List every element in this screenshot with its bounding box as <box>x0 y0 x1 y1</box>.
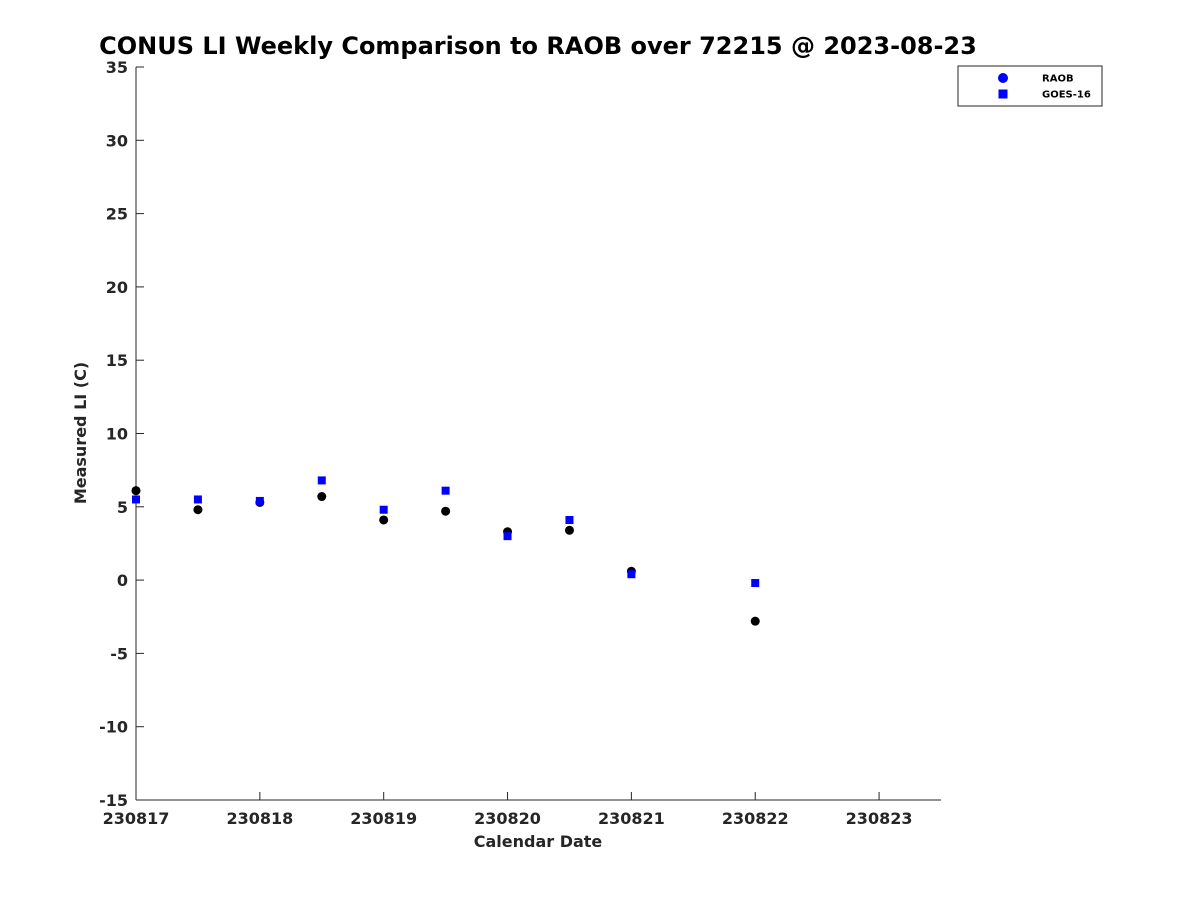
x-ticks: 230817 230818 230819 230820 230821 230822 2308… <box>103 792 913 828</box>
goes16-point <box>317 476 326 485</box>
raob-point <box>379 515 389 525</box>
legend-raob-label: RAOB <box>1042 74 1074 85</box>
series-raob <box>131 486 760 626</box>
goes16-point <box>132 495 140 504</box>
series-layer <box>131 476 760 626</box>
legend-raob-marker <box>998 73 1008 83</box>
plot-area: 230817 230818 230819 230820 230821 230822 2308… <box>99 58 941 828</box>
y-tick-label: 35 <box>106 58 128 77</box>
raob-point <box>564 525 574 535</box>
goes16-point <box>193 495 202 504</box>
x-tick-label: 230821 <box>598 809 665 828</box>
raob-point <box>193 505 203 515</box>
goes16-point <box>751 579 760 588</box>
x-tick-label: 230819 <box>350 809 417 828</box>
legend-goes16-marker <box>998 89 1008 99</box>
series-goes-16 <box>132 476 760 588</box>
legend-goes16-label: GOES-16 <box>1042 90 1091 101</box>
legend-box <box>957 65 1103 107</box>
goes16-point <box>565 515 574 524</box>
y-axis-label: Measured LI (C) <box>71 362 90 504</box>
legend: RAOB GOES-16 <box>957 65 1103 107</box>
y-tick-label: 5 <box>117 498 128 517</box>
y-ticks: 35 30 25 20 15 10 5 0 -5 -10 -15 <box>99 58 144 810</box>
x-axis-label: Calendar Date <box>474 832 603 851</box>
goes16-point <box>379 505 388 514</box>
raob-point <box>131 486 141 496</box>
x-tick-label: 230822 <box>722 809 789 828</box>
raob-point <box>750 616 760 626</box>
y-tick-label: 10 <box>106 425 128 444</box>
raob-point <box>317 492 327 502</box>
raob-point <box>441 506 451 516</box>
y-tick-label: 15 <box>106 351 128 370</box>
goes16-point <box>503 532 512 541</box>
goes16-point <box>255 496 264 505</box>
y-tick-label: 25 <box>106 205 128 224</box>
goes16-point <box>441 486 450 495</box>
x-tick-label: 230818 <box>226 809 293 828</box>
y-tick-label: -5 <box>110 644 128 663</box>
chart-title: CONUS LI Weekly Comparison to RAOB over … <box>99 32 977 60</box>
goes16-point <box>627 570 636 579</box>
x-tick-label: 230823 <box>846 809 913 828</box>
y-tick-label: 30 <box>106 131 128 150</box>
x-tick-label: 230817 <box>103 809 170 828</box>
y-tick-label: -10 <box>99 718 128 737</box>
y-tick-label: -15 <box>99 791 128 810</box>
y-tick-label: 20 <box>106 278 128 297</box>
x-tick-label: 230820 <box>474 809 541 828</box>
y-tick-label: 0 <box>117 571 128 590</box>
